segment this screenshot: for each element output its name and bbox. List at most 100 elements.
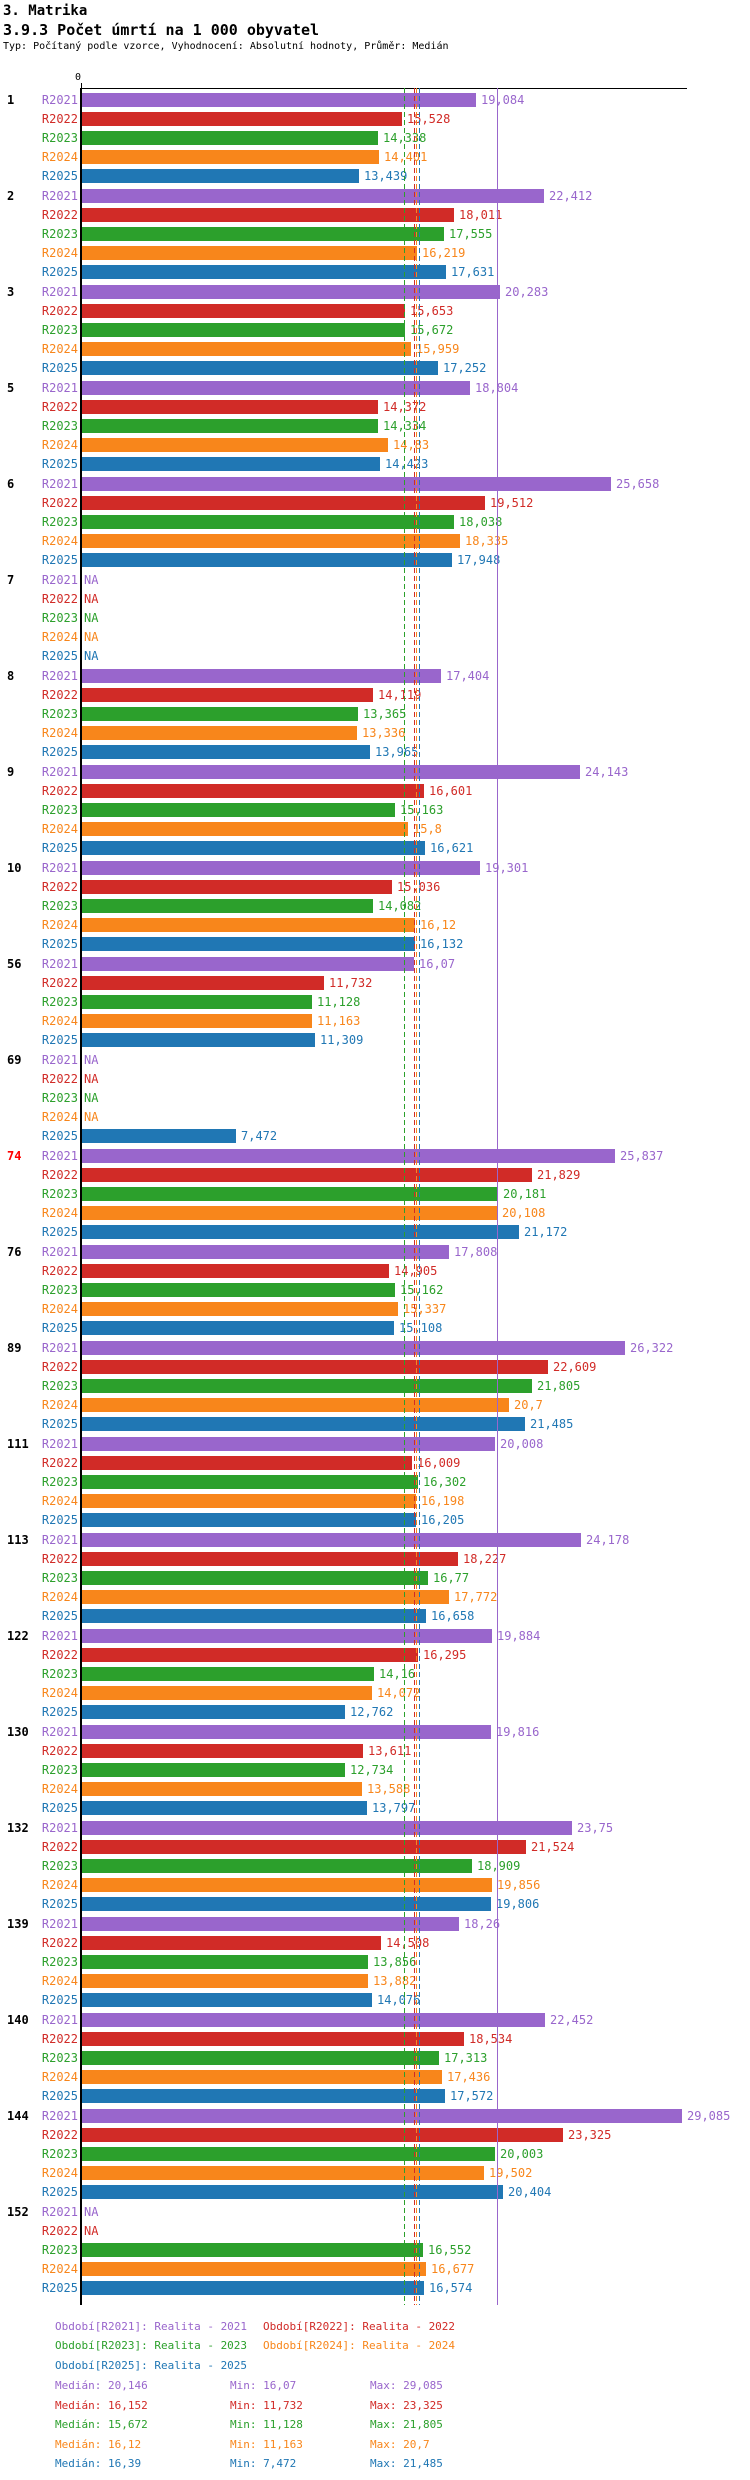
bar-value-label: 17,404 bbox=[446, 669, 490, 683]
bar-value-label: 12,734 bbox=[350, 1763, 394, 1777]
series-row-r2024: R2024 19,502 bbox=[0, 2166, 750, 2180]
series-label: R2024 bbox=[41, 342, 78, 356]
bar-value-label: 14,423 bbox=[385, 457, 429, 471]
series-row-r2021: R2021 19,816 bbox=[0, 1725, 750, 1739]
series-label: R2022 bbox=[41, 112, 78, 126]
group-id-label: 113 bbox=[7, 1533, 29, 1547]
bar-value-label: 13,797 bbox=[372, 1801, 416, 1815]
series-label: R2024 bbox=[41, 246, 78, 260]
bar-r2023 bbox=[82, 1955, 368, 1969]
series-row-r2024: R2024 15,8 bbox=[0, 822, 750, 836]
series-row-r2022: R2022 16,009 bbox=[0, 1456, 750, 1470]
series-label: R2025 bbox=[41, 745, 78, 759]
bar-r2025 bbox=[82, 2089, 445, 2103]
series-row-r2025: R2025 16,658 bbox=[0, 1609, 750, 1623]
series-row-r2023: R2023 18,038 bbox=[0, 515, 750, 529]
series-row-r2023: R2023 13,856 bbox=[0, 1955, 750, 1969]
series-row-r2024: R2024 20,7 bbox=[0, 1398, 750, 1412]
series-row-r2023: R2023 14,082 bbox=[0, 899, 750, 913]
group-id-label: 139 bbox=[7, 1917, 29, 1931]
series-row-r2022: R2022 21,829 bbox=[0, 1168, 750, 1182]
bar-value-label: 16,219 bbox=[422, 246, 466, 260]
series-label: R2024 bbox=[41, 1878, 78, 1892]
bar-value-label: 16,77 bbox=[433, 1571, 470, 1585]
series-label: R2021 bbox=[41, 861, 78, 875]
median-line-r2021 bbox=[497, 88, 498, 2305]
series-row-r2024: R2024 14,072 bbox=[0, 1686, 750, 1700]
bar-value-label: 13,588 bbox=[367, 1782, 411, 1796]
bar-value-label: 20,404 bbox=[508, 2185, 552, 2199]
series-row-r2024: R2024 16,677 bbox=[0, 2262, 750, 2276]
na-value-label: NA bbox=[84, 573, 99, 587]
series-label: R2021 bbox=[41, 1245, 78, 1259]
series-label: R2023 bbox=[41, 1091, 78, 1105]
series-row-r2023: R2023 16,302 bbox=[0, 1475, 750, 1489]
bar-r2023 bbox=[82, 899, 373, 913]
bar-value-label: 15,8 bbox=[413, 822, 442, 836]
series-label: R2021 bbox=[41, 1341, 78, 1355]
series-row-r2024: R2024 18,335 bbox=[0, 534, 750, 548]
series-row-r2021: R2021 20,283 bbox=[0, 285, 750, 299]
bar-value-label: 29,085 bbox=[687, 2109, 731, 2123]
x-axis-line bbox=[81, 88, 687, 89]
series-row-r2021: R2021 16,07 bbox=[0, 957, 750, 971]
y-axis-line bbox=[80, 88, 82, 2305]
x-axis-origin-label: 0 bbox=[75, 72, 82, 83]
bar-r2023 bbox=[82, 1283, 395, 1297]
bar-value-label: 16,677 bbox=[431, 2262, 475, 2276]
bar-value-label: 19,301 bbox=[485, 861, 529, 875]
bar-group-140: 140 R2021 22,452 R2022 18,534 R2023 17,313 R202… bbox=[0, 2013, 750, 2103]
bar-r2024 bbox=[82, 1878, 492, 1892]
page-header: 3. Matrika 3.9.3 Počet úmrtí na 1 000 ob… bbox=[3, 2, 449, 54]
series-label: R2023 bbox=[41, 1859, 78, 1873]
bar-value-label: 19,856 bbox=[497, 1878, 541, 1892]
bar-r2022 bbox=[82, 1168, 532, 1182]
bar-value-label: 20,003 bbox=[500, 2147, 544, 2161]
bar-r2022 bbox=[82, 784, 424, 798]
bar-value-label: 17,572 bbox=[450, 2089, 494, 2103]
bar-r2023 bbox=[82, 515, 454, 529]
bar-value-label: 16,621 bbox=[430, 841, 474, 855]
series-row-r2021: R2021 NA bbox=[0, 1053, 750, 1067]
legend-median-r2023: Medián: 15,672 bbox=[55, 2418, 148, 2431]
bar-value-label: 14,119 bbox=[378, 688, 422, 702]
bar-r2023 bbox=[82, 1475, 418, 1489]
series-row-r2022: R2022 23,325 bbox=[0, 2128, 750, 2142]
bar-value-label: 14,076 bbox=[377, 1993, 421, 2007]
legend-median-r2024: Medián: 16,12 bbox=[55, 2438, 142, 2451]
bar-r2024 bbox=[82, 342, 411, 356]
bar-r2023 bbox=[82, 1763, 345, 1777]
series-label: R2024 bbox=[41, 822, 78, 836]
series-label: R2025 bbox=[41, 937, 78, 951]
bar-r2022 bbox=[82, 1744, 363, 1758]
series-label: R2023 bbox=[41, 611, 78, 625]
bar-r2023 bbox=[82, 803, 395, 817]
series-row-r2024: R2024 13,336 bbox=[0, 726, 750, 740]
bar-value-label: 19,084 bbox=[481, 93, 525, 107]
series-row-r2022: R2022 NA bbox=[0, 2224, 750, 2238]
series-row-r2022: R2022 13,611 bbox=[0, 1744, 750, 1758]
series-label: R2022 bbox=[41, 1552, 78, 1566]
series-row-r2021: R2021 20,008 bbox=[0, 1437, 750, 1451]
bar-value-label: 17,555 bbox=[449, 227, 493, 241]
series-label: R2024 bbox=[41, 534, 78, 548]
bar-r2024 bbox=[82, 1686, 372, 1700]
bar-group-56: 56 R2021 16,07 R2022 11,732 R2023 11,128 R2024 1… bbox=[0, 957, 750, 1047]
bar-r2025 bbox=[82, 1417, 525, 1431]
series-row-r2022: R2022 16,295 bbox=[0, 1648, 750, 1662]
bar-r2022 bbox=[82, 208, 454, 222]
series-row-r2025: R2025 NA bbox=[0, 649, 750, 663]
series-label: R2021 bbox=[41, 957, 78, 971]
bar-value-label: 21,524 bbox=[531, 1840, 575, 1854]
bar-value-label: 22,452 bbox=[550, 2013, 594, 2027]
series-row-r2025: R2025 17,252 bbox=[0, 361, 750, 375]
bar-value-label: 17,808 bbox=[454, 1245, 498, 1259]
series-label: R2024 bbox=[41, 150, 78, 164]
series-row-r2024: R2024 11,163 bbox=[0, 1014, 750, 1028]
series-row-r2023: R2023 16,77 bbox=[0, 1571, 750, 1585]
legend-period-r2025: Období[R2025]: Realita - 2025 bbox=[55, 2359, 248, 2372]
bar-value-label: 17,252 bbox=[443, 361, 487, 375]
bar-group-89: 89 R2021 26,322 R2022 22,609 R2023 21,805 R2024… bbox=[0, 1341, 750, 1431]
